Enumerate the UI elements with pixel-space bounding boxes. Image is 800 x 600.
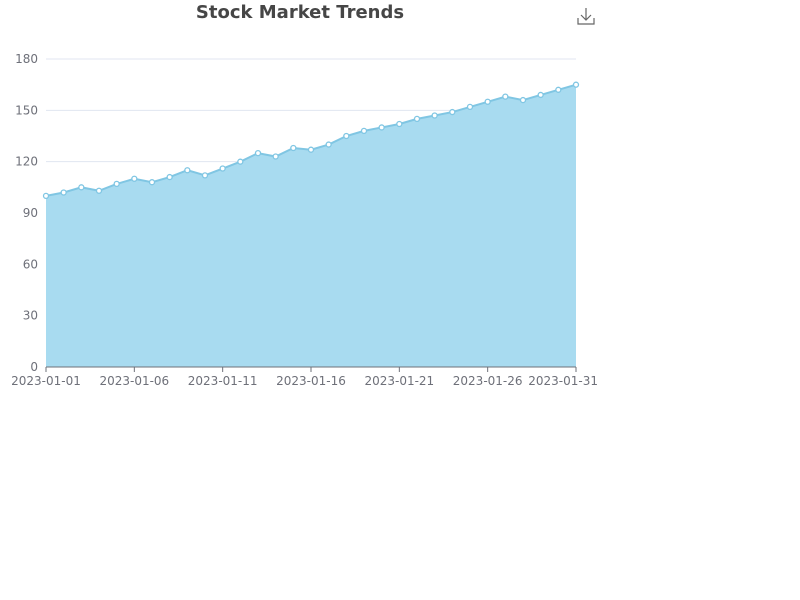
series-area: [46, 84, 576, 368]
data-point[interactable]: [502, 93, 509, 100]
data-point[interactable]: [360, 127, 368, 135]
y-tick-label: 120: [15, 155, 38, 169]
data-point[interactable]: [131, 175, 138, 182]
data-point[interactable]: [307, 146, 315, 153]
data-point[interactable]: [201, 172, 209, 179]
data-point[interactable]: [555, 86, 562, 93]
y-tick-label: 180: [15, 52, 38, 66]
data-point[interactable]: [60, 189, 67, 196]
data-point[interactable]: [378, 124, 385, 131]
data-point[interactable]: [166, 173, 173, 181]
data-point[interactable]: [484, 98, 491, 105]
chart-title: Stock Market Trends: [195, 2, 405, 23]
data-points: [42, 81, 580, 200]
x-tick-label: 2023-01-16: [276, 374, 346, 388]
y-tick-labels: 0 30 60 90 120 150 180: [15, 52, 38, 374]
data-point[interactable]: [519, 96, 527, 104]
x-tick-label: 2023-01-26: [453, 374, 523, 388]
data-point[interactable]: [219, 165, 226, 172]
axes: [45, 366, 577, 372]
data-point[interactable]: [466, 103, 474, 111]
data-point[interactable]: [290, 144, 297, 152]
data-point[interactable]: [254, 149, 262, 157]
x-tick-label: 2023-01-31: [528, 374, 598, 388]
download-icon: [577, 8, 595, 25]
y-tick-label: 0: [30, 360, 38, 374]
data-point[interactable]: [95, 187, 103, 194]
data-point[interactable]: [431, 112, 438, 119]
x-tick-label: 2023-01-06: [99, 374, 169, 388]
y-tick-label: 60: [23, 257, 38, 271]
data-point[interactable]: [148, 179, 156, 186]
data-point[interactable]: [396, 120, 403, 128]
data-point[interactable]: [113, 180, 120, 188]
data-point[interactable]: [272, 153, 279, 160]
x-tick-label: 2023-01-01: [11, 374, 81, 388]
data-point[interactable]: [325, 141, 332, 148]
data-point[interactable]: [572, 81, 580, 88]
y-tick-label: 150: [15, 103, 38, 117]
data-point[interactable]: [449, 108, 456, 116]
data-point[interactable]: [184, 167, 191, 174]
data-point[interactable]: [537, 91, 544, 99]
area-layer: [45, 83, 577, 368]
y-tick-label: 30: [23, 309, 38, 323]
download-button[interactable]: [575, 5, 597, 27]
y-tick-label: 90: [23, 206, 38, 220]
data-point[interactable]: [78, 184, 85, 191]
data-point[interactable]: [343, 132, 350, 140]
data-point[interactable]: [413, 115, 421, 123]
x-tick-label: 2023-01-11: [188, 374, 258, 388]
x-tick-labels: 2023-01-01 2023-01-06 2023-01-11 2023-01-16…: [11, 374, 598, 388]
data-point[interactable]: [42, 192, 50, 200]
x-tick-label: 2023-01-21: [364, 374, 434, 388]
data-point[interactable]: [237, 158, 244, 165]
